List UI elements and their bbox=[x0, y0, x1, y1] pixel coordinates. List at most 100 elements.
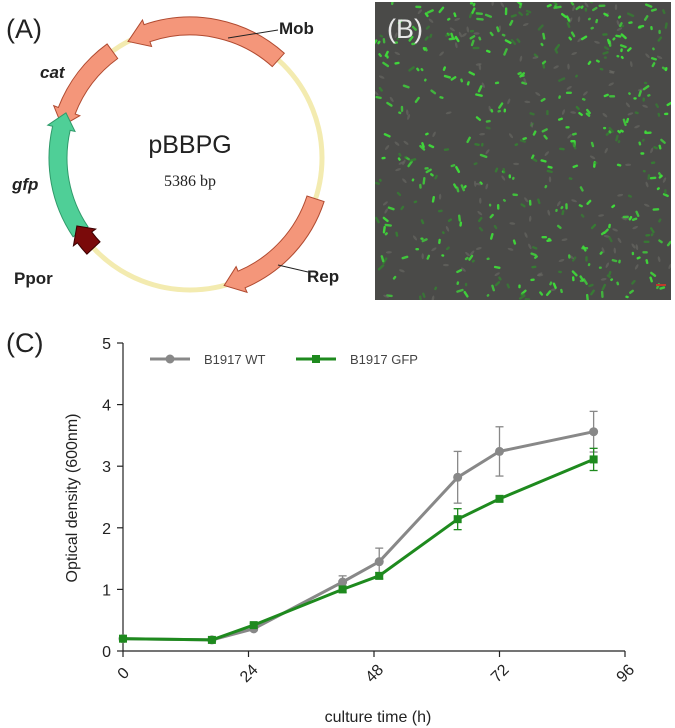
unlabelled-cell bbox=[445, 111, 452, 115]
fluorescent-cell bbox=[477, 216, 483, 223]
fluorescent-cell bbox=[454, 35, 460, 43]
fluorescent-cell bbox=[579, 186, 584, 192]
fluorescent-cell bbox=[660, 138, 666, 144]
fluorescent-cell bbox=[382, 38, 386, 44]
fluorescent-cell bbox=[375, 216, 380, 224]
gfp-gene-arrow bbox=[46, 112, 89, 238]
fluorescent-cell bbox=[585, 112, 591, 117]
fluorescent-cell bbox=[634, 111, 639, 115]
fluorescent-cell bbox=[628, 92, 631, 96]
fluorescent-cell bbox=[445, 32, 451, 37]
fluorescent-cell bbox=[625, 295, 629, 299]
fluorescent-cell bbox=[603, 46, 610, 51]
fluorescent-cell bbox=[570, 31, 576, 38]
fluorescent-cell bbox=[622, 215, 629, 219]
fluorescent-cell bbox=[474, 142, 480, 146]
fluorescent-cell bbox=[528, 199, 532, 206]
fluorescent-cell bbox=[496, 26, 500, 33]
unlabelled-cell bbox=[612, 228, 618, 232]
fluorescent-cell bbox=[561, 210, 565, 216]
fluorescent-cell bbox=[516, 38, 521, 43]
fluorescent-cell bbox=[609, 95, 616, 98]
unlabelled-cell bbox=[528, 215, 532, 222]
unlabelled-cell bbox=[613, 247, 617, 254]
data-point bbox=[249, 621, 258, 630]
unlabelled-cell bbox=[570, 111, 577, 114]
fluorescent-cell bbox=[560, 288, 563, 294]
fluorescent-cell bbox=[441, 254, 445, 257]
fluorescent-cell bbox=[644, 3, 653, 8]
fluorescent-cell bbox=[464, 256, 469, 261]
unlabelled-cell bbox=[507, 98, 511, 105]
fluorescent-cell bbox=[408, 35, 414, 42]
fluorescent-cell bbox=[456, 288, 464, 293]
fluorescent-cell bbox=[532, 157, 538, 163]
fluorescent-cell bbox=[650, 57, 657, 61]
unlabelled-cell bbox=[598, 214, 605, 217]
fluorescent-cell bbox=[565, 126, 570, 129]
fluorescent-cell bbox=[586, 199, 592, 205]
fluorescent-cell bbox=[612, 37, 616, 41]
fluorescent-cell bbox=[647, 93, 651, 97]
fluorescent-cell bbox=[488, 203, 492, 207]
unlabelled-cell bbox=[645, 181, 649, 188]
fluorescent-cell bbox=[506, 283, 510, 289]
fluorescent-cell bbox=[650, 271, 657, 277]
unlabelled-cell bbox=[375, 90, 379, 96]
fluorescent-cell bbox=[518, 284, 521, 289]
fluorescent-cell bbox=[422, 292, 426, 298]
fluorescent-cell bbox=[419, 144, 426, 151]
fluorescent-cell bbox=[422, 46, 426, 51]
unlabelled-cell bbox=[656, 55, 663, 60]
data-point bbox=[374, 557, 384, 567]
fluorescent-cell bbox=[637, 26, 642, 29]
fluorescent-cell bbox=[652, 208, 660, 211]
unlabelled-cell bbox=[477, 210, 483, 216]
fluorescent-cell bbox=[434, 286, 438, 291]
fluorescent-cell bbox=[549, 281, 553, 286]
fluorescent-cell bbox=[450, 164, 456, 168]
unlabelled-cell bbox=[621, 217, 627, 221]
fluorescent-cell bbox=[381, 156, 386, 160]
fluorescent-cell bbox=[518, 2, 523, 9]
fluorescent-cell bbox=[429, 33, 433, 38]
fluorescent-cell bbox=[587, 60, 592, 65]
data-point bbox=[589, 455, 598, 464]
fluorescent-cell bbox=[608, 236, 613, 243]
fluorescent-cell bbox=[610, 278, 614, 282]
fluorescent-cell bbox=[594, 161, 598, 165]
fluorescent-cell bbox=[618, 22, 623, 28]
legend-label: B1917 GFP bbox=[350, 352, 418, 367]
fluorescent-cell bbox=[647, 174, 651, 180]
fluorescent-cell bbox=[502, 198, 506, 202]
fluorescent-cell bbox=[559, 147, 565, 151]
fluorescent-cell bbox=[530, 278, 535, 282]
fluorescent-cell bbox=[390, 2, 394, 6]
ppor-label: Ppor bbox=[14, 269, 53, 288]
fluorescent-cell bbox=[396, 191, 402, 197]
fluorescent-cell bbox=[408, 66, 415, 72]
unlabelled-cell bbox=[572, 5, 576, 12]
unlabelled-cell bbox=[442, 263, 449, 267]
mob-label: Mob bbox=[279, 19, 314, 38]
fluorescent-cell bbox=[537, 198, 541, 205]
y-tick-label: 1 bbox=[102, 582, 111, 599]
unlabelled-cell bbox=[397, 24, 401, 31]
fluorescent-cell bbox=[525, 9, 532, 14]
unlabelled-cell bbox=[524, 232, 528, 238]
unlabelled-cell bbox=[485, 149, 490, 155]
fluorescent-cell bbox=[606, 274, 611, 279]
y-axis-label: Optical density (600nm) bbox=[64, 414, 81, 583]
fluorescent-cell bbox=[489, 213, 494, 219]
fluorescent-cell bbox=[571, 132, 577, 136]
fluorescent-cell bbox=[617, 140, 621, 144]
fluorescent-cell bbox=[411, 178, 415, 182]
unlabelled-cell bbox=[417, 9, 423, 15]
fluorescent-cell bbox=[657, 112, 661, 117]
fluorescent-cell bbox=[603, 56, 607, 59]
fluorescent-cell bbox=[485, 126, 491, 130]
fluorescent-cell bbox=[484, 13, 493, 18]
unlabelled-cell bbox=[465, 251, 470, 257]
fluorescent-cell bbox=[661, 66, 668, 71]
fluorescent-cell bbox=[628, 215, 633, 221]
